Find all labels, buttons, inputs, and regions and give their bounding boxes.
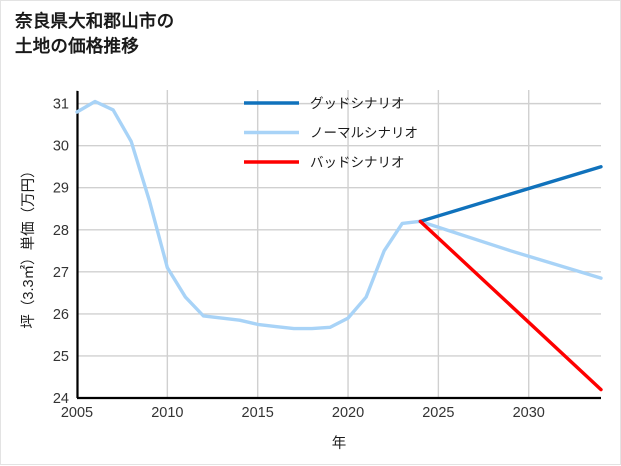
y-tick-label: 24 [53, 391, 69, 407]
y-tick-label: 25 [53, 349, 69, 365]
series-line [418, 164, 603, 224]
series-line [75, 99, 603, 331]
x-tick-label: 2005 [61, 405, 93, 421]
x-axis-title: 年 [332, 435, 347, 452]
y-axis-ticks: 24 25 26 27 28 29 30 31 [53, 97, 69, 407]
legend-label: グッドシナリオ [310, 96, 405, 111]
x-tick-label: 2010 [151, 405, 183, 421]
data-series-layer [75, 99, 603, 392]
x-axis-ticks: 2005 2010 2015 2020 2025 2030 [61, 405, 545, 421]
y-tick-label: 31 [53, 97, 69, 113]
legend-label: ノーマルシナリオ [310, 126, 418, 141]
x-tick-label: 2015 [242, 405, 274, 421]
y-tick-label: 26 [53, 307, 69, 323]
y-axis-title: 坪（3.3㎡）単価（万円） [20, 163, 37, 328]
gridlines [76, 90, 601, 399]
x-tick-label: 2030 [513, 405, 545, 421]
y-tick-label: 30 [53, 139, 69, 155]
series-line [418, 219, 603, 392]
y-tick-label: 29 [53, 181, 69, 197]
x-tick-label: 2025 [422, 405, 454, 421]
page-title: 奈良県大和郡山市の 土地の価格推移 [15, 11, 175, 57]
y-tick-label: 28 [53, 223, 69, 239]
x-tick-label: 2020 [332, 405, 364, 421]
legend-label: バッドシナリオ [310, 155, 405, 170]
y-tick-label: 27 [53, 265, 69, 281]
